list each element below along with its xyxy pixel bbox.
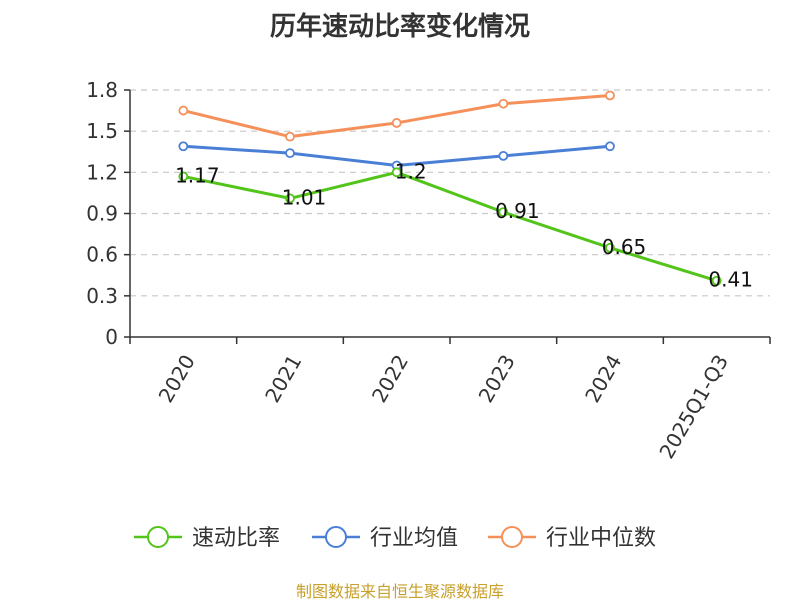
source-note: 制图数据来自恒生聚源数据库 <box>295 582 504 601</box>
data-point <box>285 193 295 204</box>
data-point <box>498 207 509 218</box>
data-label: 0.65 <box>602 235 647 259</box>
label-layer: 1.17 1.01 1.2 0.91 0.65 0.41 <box>175 159 753 291</box>
y-tick-label: 0 <box>105 325 118 349</box>
data-point <box>285 148 295 159</box>
legend-label: 速动比率 <box>192 526 280 551</box>
y-tick-label: 0.6 <box>86 243 118 267</box>
chart-title: 历年速动比率变化情况 <box>269 12 530 42</box>
data-point <box>711 275 722 286</box>
data-point <box>498 98 509 109</box>
series-layer <box>178 90 722 286</box>
data-label: 1.01 <box>282 185 327 209</box>
grid-layer <box>130 89 770 297</box>
data-point <box>178 171 189 182</box>
x-tick-label: 2025Q1-Q3 <box>654 351 733 463</box>
data-point <box>178 105 189 116</box>
x-tick-label: 2023 <box>474 351 520 407</box>
legend-item: 行业均值 <box>312 526 458 551</box>
data-point <box>605 141 615 152</box>
y-tick-label: 1.8 <box>86 78 118 102</box>
axis-layer: 0 0.3 0.6 0.9 1.2 1.5 1.8 2020 2021 2022 2023 2024 2… <box>86 78 771 463</box>
legend-label: 行业均值 <box>370 526 458 551</box>
data-point <box>285 131 295 142</box>
y-tick-label: 0.9 <box>86 202 118 226</box>
legend-swatch-marker <box>147 526 169 548</box>
legend-layer: 速动比率 行业均值 行业中位数 <box>134 526 656 551</box>
x-tick-label: 2024 <box>580 351 626 407</box>
y-tick-label: 1.5 <box>86 119 118 143</box>
y-tick-label: 0.3 <box>86 284 118 308</box>
data-point <box>605 90 615 101</box>
data-point <box>391 118 402 128</box>
legend-item: 行业中位数 <box>488 526 656 551</box>
data-label: 0.41 <box>708 268 753 292</box>
data-point <box>498 150 509 161</box>
data-point <box>178 141 189 152</box>
x-tick-label: 2022 <box>367 351 413 407</box>
data-point <box>605 242 615 253</box>
data-label: 1.2 <box>395 159 427 183</box>
legend-swatch-marker <box>325 526 347 548</box>
x-tick-label: 2020 <box>154 351 200 407</box>
y-tick-label: 1.2 <box>86 160 118 184</box>
legend-label: 行业中位数 <box>546 526 656 551</box>
series-line <box>182 93 611 139</box>
x-tick-label: 2021 <box>260 351 306 407</box>
data-label: 1.17 <box>175 163 220 187</box>
legend-swatch-marker <box>501 526 523 548</box>
legend-item: 速动比率 <box>134 526 280 551</box>
data-label: 0.91 <box>495 199 540 223</box>
data-point <box>391 167 402 178</box>
series-line <box>183 170 718 283</box>
